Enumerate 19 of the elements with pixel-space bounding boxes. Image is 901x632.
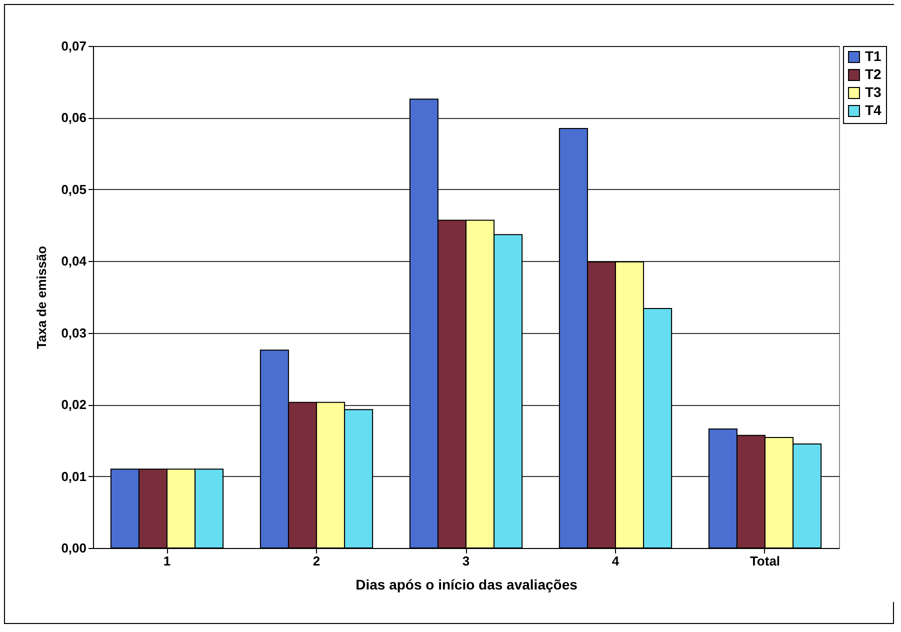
y-tick-label: 0,03	[61, 325, 86, 340]
y-tick-label: 0,05	[61, 182, 86, 197]
x-tick-label: 1	[163, 554, 171, 568]
y-tick-label: 0,01	[61, 468, 86, 484]
x-tick-label: 2	[312, 554, 320, 568]
x-tick-label: 3	[462, 554, 470, 568]
y-tick-label: 0,04	[61, 254, 88, 269]
legend-label: T3	[865, 84, 882, 100]
y-axis-title: Taxa de emissão	[34, 246, 50, 350]
legend-label: T1	[865, 48, 882, 64]
y-tick-label: 0,06	[61, 110, 86, 126]
x-tick-label: 4	[612, 554, 620, 568]
legend-label: T4	[865, 102, 882, 118]
x-axis-title: Dias após o início das avaliações	[356, 576, 578, 592]
legend-label: T2	[865, 66, 882, 82]
x-tick-label: Total	[750, 554, 780, 568]
y-tick-label: 0,00	[61, 540, 86, 556]
y-tick-label: 0,07	[61, 38, 86, 54]
y-tick-label: 0,02	[61, 397, 86, 412]
